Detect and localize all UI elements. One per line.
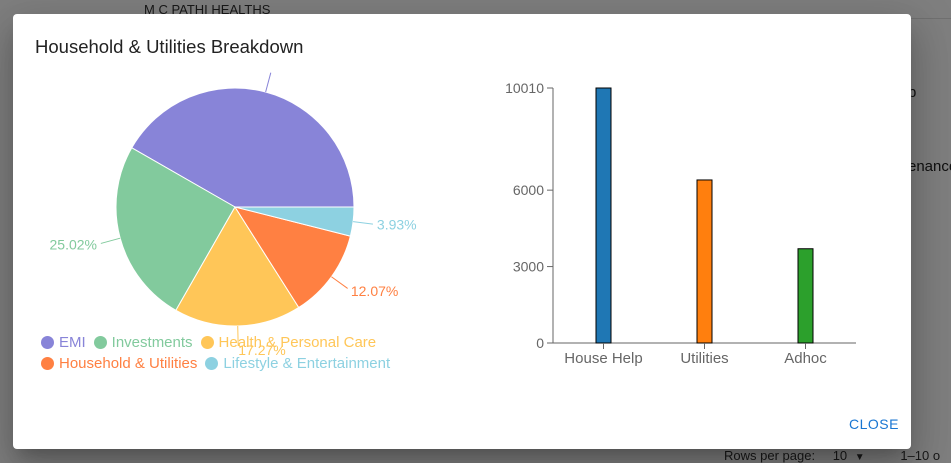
pie-slice (234, 206, 355, 237)
pie-label-line (100, 237, 121, 244)
dialog-title: Household & Utilities Breakdown (35, 36, 304, 57)
legend-dot-icon (200, 336, 214, 349)
breakdown-dialog: Household & Utilities Breakdown 25.02% 17… (13, 14, 911, 449)
legend-label: Health & Personal Care (218, 334, 377, 351)
pie-slice (115, 147, 236, 311)
y-tick-label: 3000 (513, 259, 544, 275)
pie-slice-label: 17.27% (238, 342, 285, 358)
legend-item: Lifestyle & Entertainment (205, 355, 390, 372)
legend-item: Investments (93, 334, 193, 351)
bar (797, 248, 814, 344)
legend-dot-icon (41, 336, 54, 349)
pie-label-line (353, 221, 374, 225)
pie-label-line (265, 72, 272, 93)
bar (595, 87, 612, 344)
pie-slice-label: 12.07% (351, 283, 398, 299)
x-tick-label: House Help (564, 350, 642, 367)
pie-legend: EMI Investments Health & Personal Care Hou… (41, 332, 461, 374)
legend-dot-icon (41, 357, 54, 370)
legend-row: Household & Utilities Lifestyle & Enterta… (41, 353, 461, 374)
legend-item: Health & Personal Care (200, 334, 377, 351)
legend-item: Household & Utilities (41, 355, 197, 372)
x-tick-label: Utilities (680, 350, 728, 367)
pie-label-line (331, 276, 348, 289)
bar-chart: 0 3000 6000 10010 House Help Utilities Adhoc (505, 80, 856, 367)
pie-slice-label: 25.02% (50, 236, 97, 252)
legend-dot-icon (205, 357, 219, 370)
legend-label: Lifestyle & Entertainment (223, 355, 391, 372)
y-tick-label: 10010 (505, 80, 544, 96)
charts-canvas: 25.02% 17.27% 12.07% 3.93% 0 3000 6000 10010 Ho… (50, 72, 856, 367)
pie-chart: 25.02% 17.27% 12.07% 3.93% (50, 72, 417, 358)
legend-dot-icon (93, 336, 107, 349)
close-button[interactable]: CLOSE (841, 412, 907, 436)
legend-item: EMI (41, 334, 86, 351)
pie-slice (131, 87, 355, 208)
y-tick-label: 0 (536, 335, 544, 351)
pie-slice (175, 206, 300, 327)
legend-label: Investments (111, 334, 193, 351)
legend-label: EMI (59, 334, 86, 351)
pie-slice-label: 3.93% (377, 217, 417, 233)
pie-slice (233, 206, 351, 309)
legend-row: EMI Investments Health & Personal Care (41, 332, 461, 353)
bar (696, 179, 713, 344)
x-tick-label: Adhoc (784, 350, 827, 367)
y-tick-label: 6000 (513, 182, 544, 198)
legend-label: Household & Utilities (59, 355, 198, 372)
